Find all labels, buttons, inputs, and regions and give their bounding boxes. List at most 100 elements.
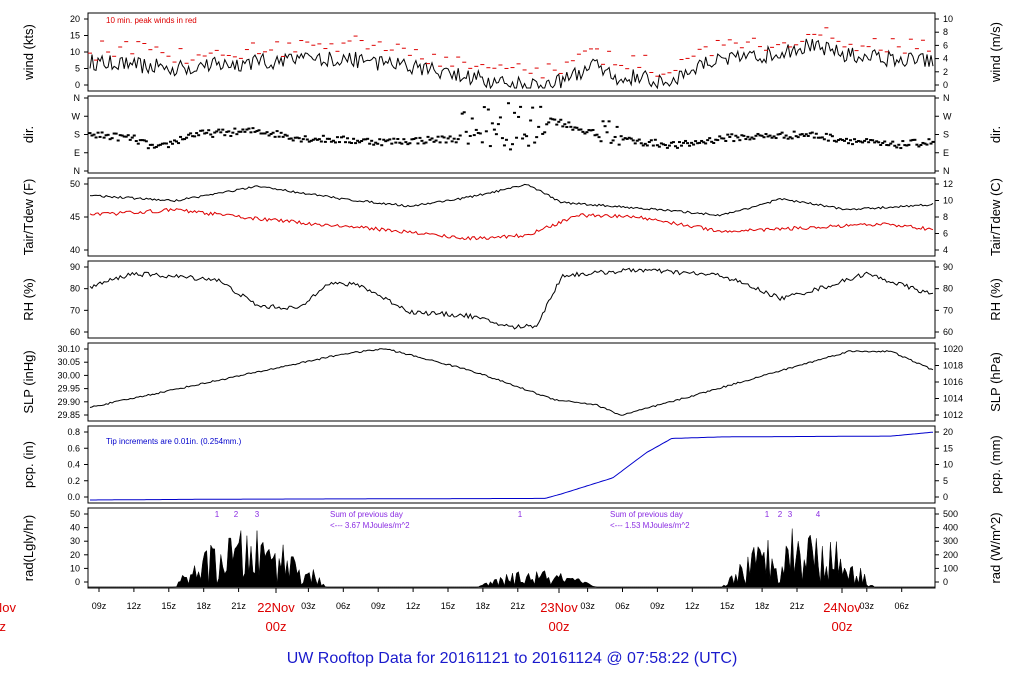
sum-label-day1-line1: Sum of previous day	[330, 510, 403, 519]
right-tick-label: 10	[943, 460, 953, 470]
ylabel-left-5: SLP (inHg)	[21, 350, 36, 413]
right-tick-label: 5	[943, 476, 948, 486]
left-tick-label: 60	[70, 327, 80, 337]
panel-frame-3	[87, 177, 936, 257]
right-tick-label: 2	[943, 67, 948, 77]
x-tick-label: 09z	[371, 601, 386, 611]
x-tick-label: 09z	[92, 601, 107, 611]
day-label: 24Nov	[823, 600, 861, 615]
tdew-series-line	[89, 208, 934, 241]
ylabel-right-6: pcp. (mm)	[988, 435, 1003, 494]
rh-series-line	[89, 267, 934, 330]
day-sublabel: 00z	[549, 619, 570, 634]
left-tick-label: 0.6	[67, 443, 80, 453]
panel-frame-5	[87, 342, 936, 422]
left-tick-label: 40	[70, 523, 80, 533]
radiation-mark: 1	[518, 510, 523, 519]
ylabel-left-4: RH (%)	[21, 278, 36, 321]
left-tick-label: 90	[70, 262, 80, 272]
sum-label-day1-line2: <--- 3.67 MJoules/m^2	[330, 521, 410, 530]
x-tick-label: 03z	[301, 601, 316, 611]
left-tick-label: 50	[70, 179, 80, 189]
left-tick-label: 0	[75, 80, 80, 90]
right-tick-label: 400	[943, 523, 958, 533]
radiation-mark: 4	[816, 510, 821, 519]
right-tick-label: 70	[943, 305, 953, 315]
left-tick-label: N	[74, 166, 81, 176]
left-tick-label: 5	[75, 64, 80, 74]
ylabel-right-4: RH (%)	[988, 278, 1003, 321]
left-tick-label: 30.05	[57, 357, 80, 367]
right-tick-label: 4	[943, 54, 948, 64]
x-tick-label: 15z	[720, 601, 735, 611]
left-tick-label: 80	[70, 284, 80, 294]
right-tick-label: 6	[943, 229, 948, 239]
panel-frame-2	[87, 95, 936, 174]
right-tick-label: 1012	[943, 410, 963, 420]
right-tick-label: 12	[943, 179, 953, 189]
day-sublabel: 00z	[266, 619, 287, 634]
x-tick-label: 15z	[162, 601, 177, 611]
day-label: 22Nov	[257, 600, 295, 615]
right-tick-label: 15	[943, 443, 953, 453]
left-tick-label: 0	[75, 577, 80, 587]
left-tick-label: 0.0	[67, 492, 80, 502]
x-tick-label: 18z	[755, 601, 770, 611]
left-tick-label: 29.90	[57, 397, 80, 407]
right-tick-label: 20	[943, 427, 953, 437]
left-tick-label: 40	[70, 245, 80, 255]
left-tick-label: 70	[70, 305, 80, 315]
left-tick-label: 50	[70, 509, 80, 519]
right-tick-label: N	[943, 166, 950, 176]
x-tick-label: 12z	[685, 601, 700, 611]
right-tick-label: E	[943, 148, 949, 158]
wind-annotation: 10 min. peak winds in red	[106, 16, 197, 25]
left-tick-label: 0.4	[67, 460, 80, 470]
x-tick-label: 03z	[580, 601, 595, 611]
right-tick-label: 80	[943, 284, 953, 294]
x-tick-label: 21z	[790, 601, 805, 611]
x-tick-label: 06z	[336, 601, 351, 611]
ylabel-left-3: Tair/Tdew (F)	[21, 179, 36, 256]
ylabel-right-2: dir.	[988, 126, 1003, 143]
right-tick-label: 90	[943, 262, 953, 272]
left-tick-label: S	[74, 130, 80, 140]
day-label-clipped: Nov	[0, 600, 16, 615]
left-tick-label: 20	[70, 14, 80, 24]
right-tick-label: W	[943, 111, 952, 121]
right-tick-label: 6	[943, 40, 948, 50]
right-tick-label: 0	[943, 577, 948, 587]
right-tick-label: N	[943, 93, 950, 103]
pcp-series-line	[90, 431, 934, 501]
right-tick-label: 1020	[943, 344, 963, 354]
left-tick-label: N	[74, 93, 81, 103]
left-tick-label: 30.00	[57, 370, 80, 380]
right-tick-label: 0	[943, 80, 948, 90]
right-tick-label: 1014	[943, 394, 963, 404]
day-sublabel: 00z	[832, 619, 853, 634]
right-tick-label: 10	[943, 14, 953, 24]
right-tick-label: 4	[943, 245, 948, 255]
x-tick-label: 03z	[860, 601, 875, 611]
slp-series-line	[89, 348, 934, 416]
x-tick-label: 18z	[476, 601, 491, 611]
left-tick-label: W	[72, 111, 81, 121]
x-tick-label: 15z	[441, 601, 456, 611]
right-tick-label: 1016	[943, 377, 963, 387]
radiation-mark: 3	[255, 510, 260, 519]
left-tick-label: 0.8	[67, 427, 80, 437]
radiation-mark: 2	[234, 510, 239, 519]
left-tick-label: 15	[70, 31, 80, 41]
x-tick-label: 12z	[127, 601, 142, 611]
right-tick-label: 8	[943, 27, 948, 37]
wind-series-line	[89, 38, 934, 90]
right-tick-label: 60	[943, 327, 953, 337]
pcp-annotation: Tip increments are 0.01in. (0.254mm.)	[106, 437, 242, 446]
right-tick-label: 8	[943, 212, 948, 222]
left-tick-label: 30	[70, 536, 80, 546]
x-tick-label: 06z	[615, 601, 630, 611]
ylabel-left-2: dir.	[21, 126, 36, 143]
ylabel-right-3: Tair/Tdew (C)	[988, 178, 1003, 256]
left-tick-label: E	[74, 148, 80, 158]
